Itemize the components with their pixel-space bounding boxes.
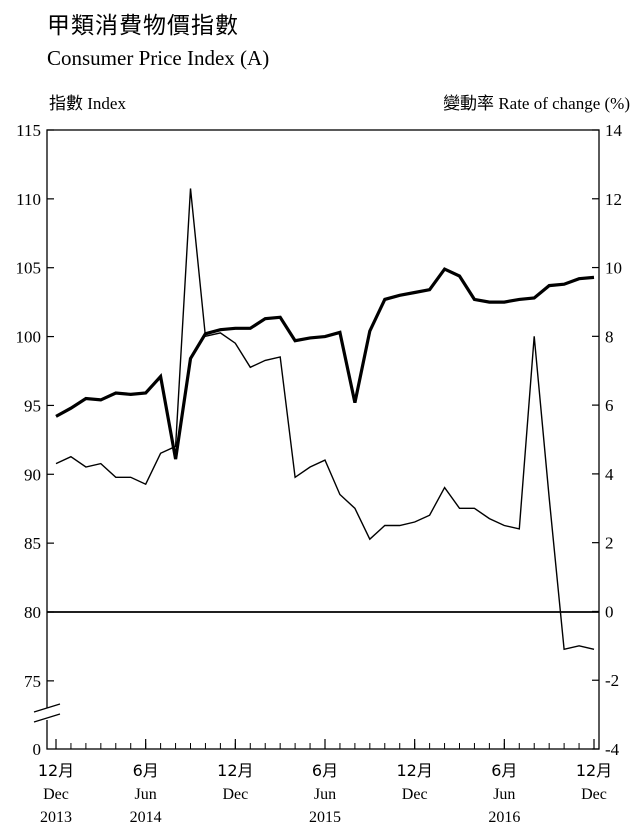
right-tick-label: 0	[605, 602, 614, 621]
rate-of-change-series-line	[55, 188, 595, 651]
x-tick-label-month: 12月	[576, 761, 612, 780]
left-tick-label: 80	[24, 603, 41, 622]
x-tick-label-month: 12月	[38, 761, 74, 780]
right-tick-label: -4	[605, 740, 620, 759]
x-tick-label-year: 2016	[488, 809, 520, 826]
left-tick-label: 0	[33, 740, 42, 759]
right-axis-label: 變動率 Rate of change (%)	[443, 89, 630, 114]
right-tick-label: 6	[605, 396, 614, 415]
right-axis-label-zh: 變動率	[443, 94, 495, 114]
axis-break-gap	[35, 708, 59, 720]
x-tick-label-year: 2014	[130, 809, 162, 826]
x-tick-label-month: 12月	[396, 761, 432, 780]
x-tick-label-abbr: Jun	[493, 786, 515, 803]
left-axis-label-zh: 指數	[49, 94, 83, 114]
x-tick-label-month: 6月	[312, 761, 338, 780]
left-tick-label: 90	[24, 465, 41, 484]
axis-break-line	[33, 703, 61, 713]
left-tick-label: 110	[16, 190, 41, 209]
right-tick-label: 14	[605, 121, 623, 140]
x-tick-label-abbr: Dec	[222, 786, 248, 803]
right-tick-label: 4	[605, 465, 614, 484]
x-tick-label-month: 12月	[217, 761, 253, 780]
right-tick-label: 2	[605, 534, 614, 553]
right-tick-label: 10	[605, 259, 622, 278]
left-tick-label: 85	[24, 534, 41, 553]
x-tick-label-abbr: Dec	[402, 786, 428, 803]
left-axis-label-en: Index	[87, 94, 126, 113]
left-tick-label: 75	[24, 672, 41, 691]
x-tick-label-year: 2015	[309, 809, 341, 826]
left-tick-label: 115	[16, 121, 41, 140]
plot-frame	[46, 129, 600, 750]
right-tick-label: 12	[605, 190, 622, 209]
x-tick-label-month: 6月	[133, 761, 159, 780]
axis-break-mark	[33, 703, 61, 723]
x-tick-label-abbr: Jun	[314, 786, 336, 803]
axis-layer: 75 80 85 90 95 100 105 110 115 0 -4 -2 0 2 4 6 8 10 12 14 12…	[16, 121, 623, 826]
left-tick-label: 100	[16, 328, 42, 347]
right-tick-label: -2	[605, 671, 619, 690]
left-axis-label: 指數 Index	[49, 89, 126, 114]
x-tick-label-abbr: Dec	[581, 786, 607, 803]
right-axis-label-en: Rate of change (%)	[498, 94, 630, 113]
left-tick-label: 105	[16, 259, 42, 278]
chart-subtitle: Consumer Price Index (A)	[47, 46, 270, 70]
index-series-line	[55, 267, 595, 460]
chart-title: 甲類消費物價指數	[47, 13, 239, 39]
x-tick-label-abbr: Jun	[135, 786, 157, 803]
axis-break-line	[33, 713, 61, 723]
x-tick-label-month: 6月	[491, 761, 517, 780]
series-layer	[55, 188, 595, 651]
left-tick-label: 95	[24, 396, 41, 415]
x-tick-label-year: 2013	[40, 809, 72, 826]
x-tick-label-abbr: Dec	[43, 786, 69, 803]
right-tick-label: 8	[605, 327, 614, 346]
